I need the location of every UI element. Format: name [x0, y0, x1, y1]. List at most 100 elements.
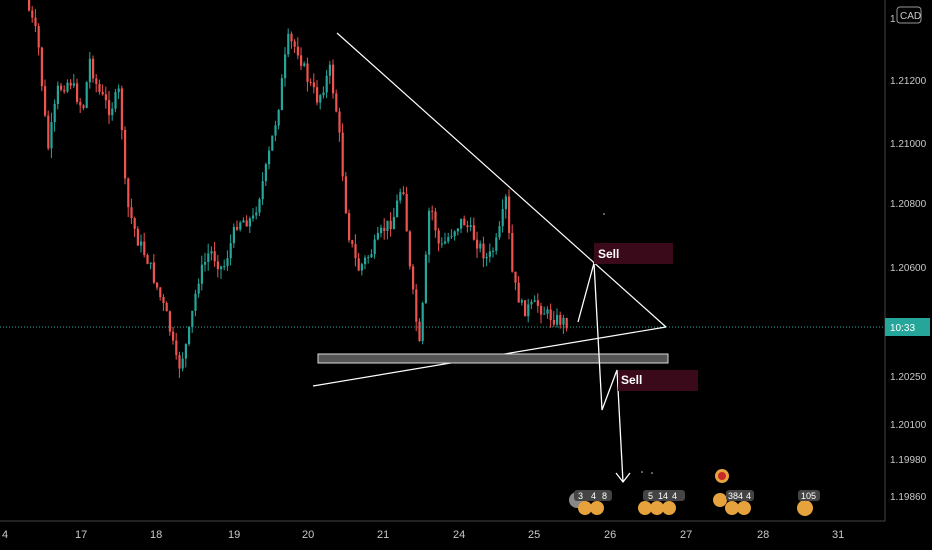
candle-body [418, 321, 421, 342]
candle-body [69, 82, 72, 86]
candle-body [466, 225, 469, 228]
projection-path[interactable] [577, 262, 624, 483]
currency-badge[interactable]: CAD [896, 6, 922, 24]
candle-body [325, 75, 328, 93]
badge-count: 4 [591, 491, 596, 501]
candle-body [248, 218, 251, 227]
candle-body [60, 85, 63, 90]
flag-icon[interactable] [713, 493, 727, 507]
candle-body [440, 243, 443, 245]
candle-body [408, 231, 411, 267]
flag-icon[interactable] [737, 501, 751, 515]
flag-icon[interactable] [638, 501, 652, 515]
x-tick-label: 27 [680, 529, 692, 541]
flag-icon[interactable] [662, 501, 676, 515]
candle-body [492, 250, 495, 252]
candle-body [482, 243, 485, 259]
candle-body [184, 344, 187, 359]
candle-body [236, 227, 239, 230]
candle-body [421, 303, 424, 342]
event-badges[interactable]: 3 4 8 5 14 4 384 4 105 [569, 469, 820, 516]
candle-body [514, 271, 517, 283]
y-tick-label: 1.21000 [890, 139, 927, 150]
flag-icon[interactable] [650, 501, 664, 515]
candle-body [181, 358, 184, 369]
candle-body [460, 218, 463, 229]
candle-body [306, 63, 309, 82]
sell-label-1[interactable]: Sell [594, 243, 673, 264]
candle-body [527, 304, 530, 317]
candle-body [114, 92, 117, 109]
candle-body [412, 266, 415, 290]
candle-body [268, 150, 271, 165]
candle-body [34, 17, 37, 27]
flag-icon[interactable] [725, 501, 739, 515]
candle-body [415, 289, 418, 322]
candle-body [159, 287, 162, 298]
candle-body [447, 237, 450, 242]
candle-body [216, 261, 219, 270]
candle-body [424, 254, 427, 304]
flag-icon[interactable] [590, 501, 604, 515]
sell-label-2[interactable]: Sell [618, 370, 698, 391]
candle-body [79, 101, 82, 106]
support-zone[interactable] [317, 353, 669, 364]
candle-body [111, 108, 114, 116]
candle-body [373, 239, 376, 255]
flag-icon[interactable] [797, 500, 813, 516]
dot-marker [651, 472, 653, 474]
candle-body [370, 254, 373, 258]
candle-body [66, 82, 69, 92]
candle-body [364, 257, 367, 265]
candle-body [348, 213, 351, 241]
flag-icon[interactable] [578, 501, 592, 515]
y-tick-label: 1.20600 [890, 263, 927, 274]
candle-body [108, 100, 111, 116]
candle-body [287, 33, 290, 55]
x-axis[interactable]: 4 17 18 19 20 21 24 25 26 27 28 31 [2, 529, 844, 541]
candle-body [76, 83, 79, 102]
candle-body [476, 239, 479, 249]
candle-body [357, 258, 360, 271]
candle-body [479, 243, 482, 249]
badge-count: 105 [801, 491, 816, 501]
y-tick-label: 1.21200 [890, 76, 927, 87]
x-tick-label: 25 [528, 529, 540, 541]
candle-body [258, 199, 261, 213]
candle-body [101, 91, 104, 95]
candle-body [444, 241, 447, 244]
candle-body [463, 218, 466, 226]
x-tick-label: 26 [604, 529, 616, 541]
candle-body [56, 85, 59, 104]
candle-body [277, 110, 280, 126]
candle-body [53, 103, 56, 123]
candle-body [261, 181, 264, 200]
candle-body [309, 81, 312, 83]
candle-body [194, 293, 197, 311]
candle-body [197, 283, 200, 294]
dot-marker [641, 471, 643, 473]
candle-body [72, 83, 75, 86]
candle-body [495, 237, 498, 251]
badge-count: 8 [602, 491, 607, 501]
candle-body [162, 297, 165, 304]
candle-body [322, 92, 325, 96]
y-tick-label: 1.20800 [890, 199, 927, 210]
candle-body [104, 94, 107, 101]
candle-body [82, 105, 85, 108]
candle-body [242, 220, 245, 223]
y-axis[interactable]: 1 1.21200 1.21000 1.20800 1.20600 1.20250 1.20… [890, 14, 927, 503]
candle-body [508, 196, 511, 233]
resistance-trendline[interactable] [336, 32, 667, 328]
candle-body [383, 227, 386, 231]
candle-body [232, 227, 235, 244]
candle-body [213, 251, 216, 262]
candle-body [133, 218, 136, 229]
current-price-tag[interactable]: 10:33 [885, 318, 930, 336]
candle-body [530, 301, 533, 305]
candle-body [226, 258, 229, 267]
arrow-head-icon [615, 472, 631, 484]
candle-body [498, 226, 501, 238]
